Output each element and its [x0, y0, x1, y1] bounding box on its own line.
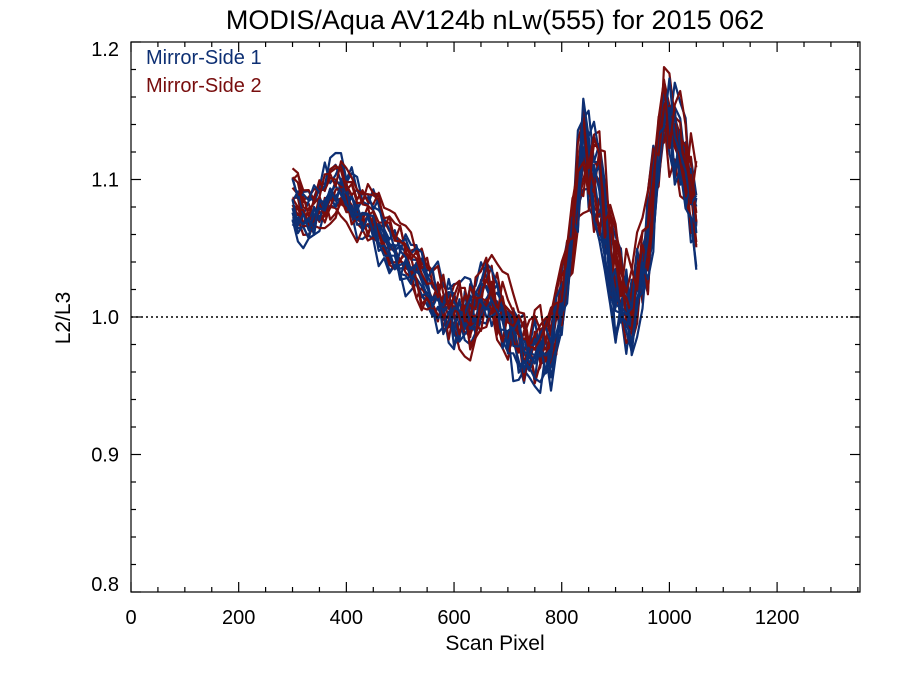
series-line-mirror-side-2 — [291, 105, 698, 345]
legend-entry-1: Mirror-Side 1 — [146, 47, 262, 69]
chart-title: MODIS/Aqua AV124b nLw(555) for 2015 062 — [226, 5, 764, 35]
y-tick-label: 1.1 — [91, 170, 119, 192]
x-tick-label: 1000 — [647, 607, 692, 629]
series-line-mirror-side-2 — [291, 78, 698, 350]
y-tick-label: 0.8 — [91, 574, 119, 596]
y-tick-label: 0.9 — [91, 445, 119, 467]
tick-labels-layer: 0 200 400 600 800 1000 1200 0.8 0.9 1.0 1.1 1.2 — [91, 39, 799, 629]
legend-entry-2: Mirror-Side 2 — [146, 75, 262, 97]
legend: Mirror-Side 1 Mirror-Side 2 — [146, 47, 262, 97]
ticks-layer — [130, 41, 860, 593]
x-axis-label: Scan Pixel — [445, 632, 544, 655]
y-axis-label: L2/L3 — [52, 292, 75, 345]
x-tick-label: 1200 — [755, 607, 800, 629]
x-tick-label: 200 — [222, 607, 255, 629]
y-tick-label: 1.2 — [91, 39, 119, 61]
x-tick-label: 400 — [330, 607, 363, 629]
series-line-mirror-side-1 — [292, 93, 698, 375]
x-tick-label: 800 — [545, 607, 578, 629]
series-line-mirror-side-2 — [291, 102, 698, 337]
x-tick-label: 0 — [125, 607, 136, 629]
x-tick-label: 600 — [437, 607, 470, 629]
y-tick-label: 1.0 — [91, 307, 119, 329]
lines-layer — [291, 65, 698, 394]
